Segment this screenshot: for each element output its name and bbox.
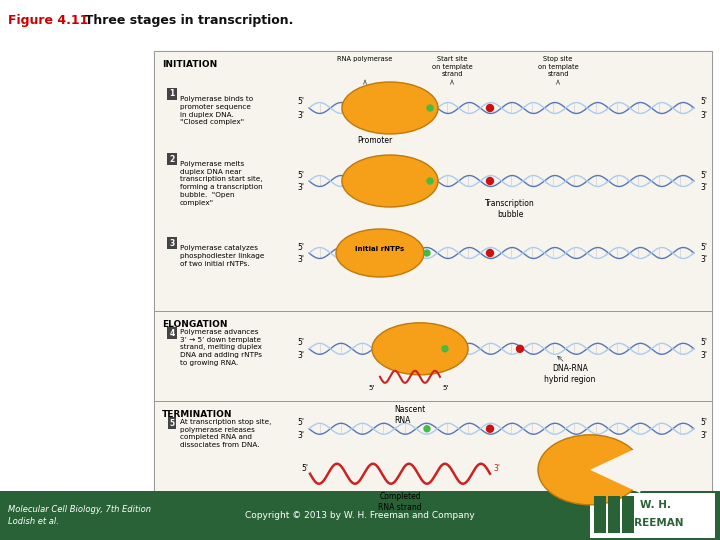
Text: Completed
RNA strand: Completed RNA strand: [378, 492, 422, 512]
Text: Stop site
on template
strand: Stop site on template strand: [538, 56, 578, 77]
Text: Polymerase advances
3’ → 5’ down template
strand, melting duplex
DNA and adding : Polymerase advances 3’ → 5’ down templat…: [180, 329, 262, 366]
Ellipse shape: [342, 82, 438, 134]
Text: 3': 3': [297, 184, 305, 192]
Text: Three stages in transcription.: Three stages in transcription.: [76, 14, 293, 27]
Text: 5': 5': [369, 385, 375, 391]
Text: 3': 3': [701, 184, 708, 192]
Wedge shape: [590, 447, 645, 493]
Text: 3': 3': [297, 255, 305, 265]
Ellipse shape: [538, 435, 642, 505]
Text: 3: 3: [169, 239, 175, 247]
Text: Promoter: Promoter: [357, 136, 392, 145]
Text: 5': 5': [701, 242, 708, 252]
Text: 5: 5: [169, 418, 174, 428]
Bar: [622, 496, 634, 533]
Text: 3': 3': [701, 111, 708, 119]
Ellipse shape: [372, 323, 468, 375]
Text: 3': 3': [297, 352, 305, 360]
Text: 3': 3': [297, 431, 305, 440]
Bar: [594, 496, 606, 533]
Bar: [154, 311, 712, 401]
Text: 3': 3': [701, 352, 708, 360]
Circle shape: [487, 178, 493, 185]
Text: 5': 5': [297, 242, 305, 252]
Text: 5': 5': [297, 171, 305, 179]
Text: W. H.: W. H.: [639, 500, 670, 510]
Text: ELONGATION: ELONGATION: [162, 320, 228, 329]
Bar: [154, 401, 712, 512]
Circle shape: [516, 345, 523, 352]
Text: Initial rNTPs: Initial rNTPs: [356, 246, 405, 252]
Text: Transcription
bubble: Transcription bubble: [485, 199, 535, 219]
Text: 5': 5': [297, 338, 305, 347]
Text: 5': 5': [701, 418, 708, 427]
Circle shape: [427, 105, 433, 111]
Text: 5': 5': [701, 171, 708, 179]
Circle shape: [442, 346, 448, 352]
Bar: [608, 496, 620, 533]
Text: 5': 5': [701, 98, 708, 106]
Circle shape: [487, 105, 493, 111]
Text: RNA polymerase: RNA polymerase: [337, 56, 392, 62]
Text: 3': 3': [701, 255, 708, 265]
Bar: [590, 493, 715, 538]
Text: Start site
on template
strand: Start site on template strand: [431, 56, 472, 77]
Circle shape: [427, 178, 433, 184]
Text: 2: 2: [169, 154, 175, 164]
Text: 5': 5': [301, 464, 308, 473]
Circle shape: [487, 426, 493, 432]
Text: 5': 5': [701, 338, 708, 347]
Text: Polymerase catalyzes
phosphodiester linkage
of two initial rNTPs.: Polymerase catalyzes phosphodiester link…: [180, 245, 264, 267]
Text: Polymerase binds to
promoter sequence
in duplex DNA.
"Closed complex": Polymerase binds to promoter sequence in…: [180, 96, 253, 125]
Text: 3': 3': [493, 464, 500, 473]
Text: 1: 1: [169, 90, 175, 98]
Text: Molecular Cell Biology, 7th Edition
Lodish et al.: Molecular Cell Biology, 7th Edition Lodi…: [8, 505, 151, 526]
Text: FREEMAN: FREEMAN: [626, 518, 683, 529]
Text: At transcription stop site,
polymerase releases
completed RNA and
dissociates fr: At transcription stop site, polymerase r…: [180, 419, 271, 448]
Text: 5': 5': [442, 385, 449, 391]
Ellipse shape: [342, 155, 438, 207]
Text: Figure 4.11: Figure 4.11: [8, 14, 89, 27]
Text: 5': 5': [297, 98, 305, 106]
Circle shape: [424, 426, 430, 432]
Text: Nascent
RNA: Nascent RNA: [394, 405, 426, 425]
Text: Copyright © 2013 by W. H. Freeman and Company: Copyright © 2013 by W. H. Freeman and Co…: [245, 511, 475, 520]
Circle shape: [424, 250, 430, 256]
Bar: [0, 491, 720, 540]
Text: 3': 3': [297, 111, 305, 119]
Text: Polymerase melts
duplex DNA near
transcription start site,
forming a transcripti: Polymerase melts duplex DNA near transcr…: [180, 161, 263, 206]
Text: INITIATION: INITIATION: [162, 60, 217, 69]
Ellipse shape: [336, 229, 424, 277]
Text: 4: 4: [169, 328, 175, 338]
Bar: [154, 51, 712, 311]
Bar: [154, 51, 712, 512]
Text: 3': 3': [701, 431, 708, 440]
Text: TERMINATION: TERMINATION: [162, 410, 233, 419]
Circle shape: [487, 249, 493, 256]
Text: DNA-RNA
hybrid region: DNA-RNA hybrid region: [544, 364, 595, 384]
Text: 5': 5': [297, 418, 305, 427]
